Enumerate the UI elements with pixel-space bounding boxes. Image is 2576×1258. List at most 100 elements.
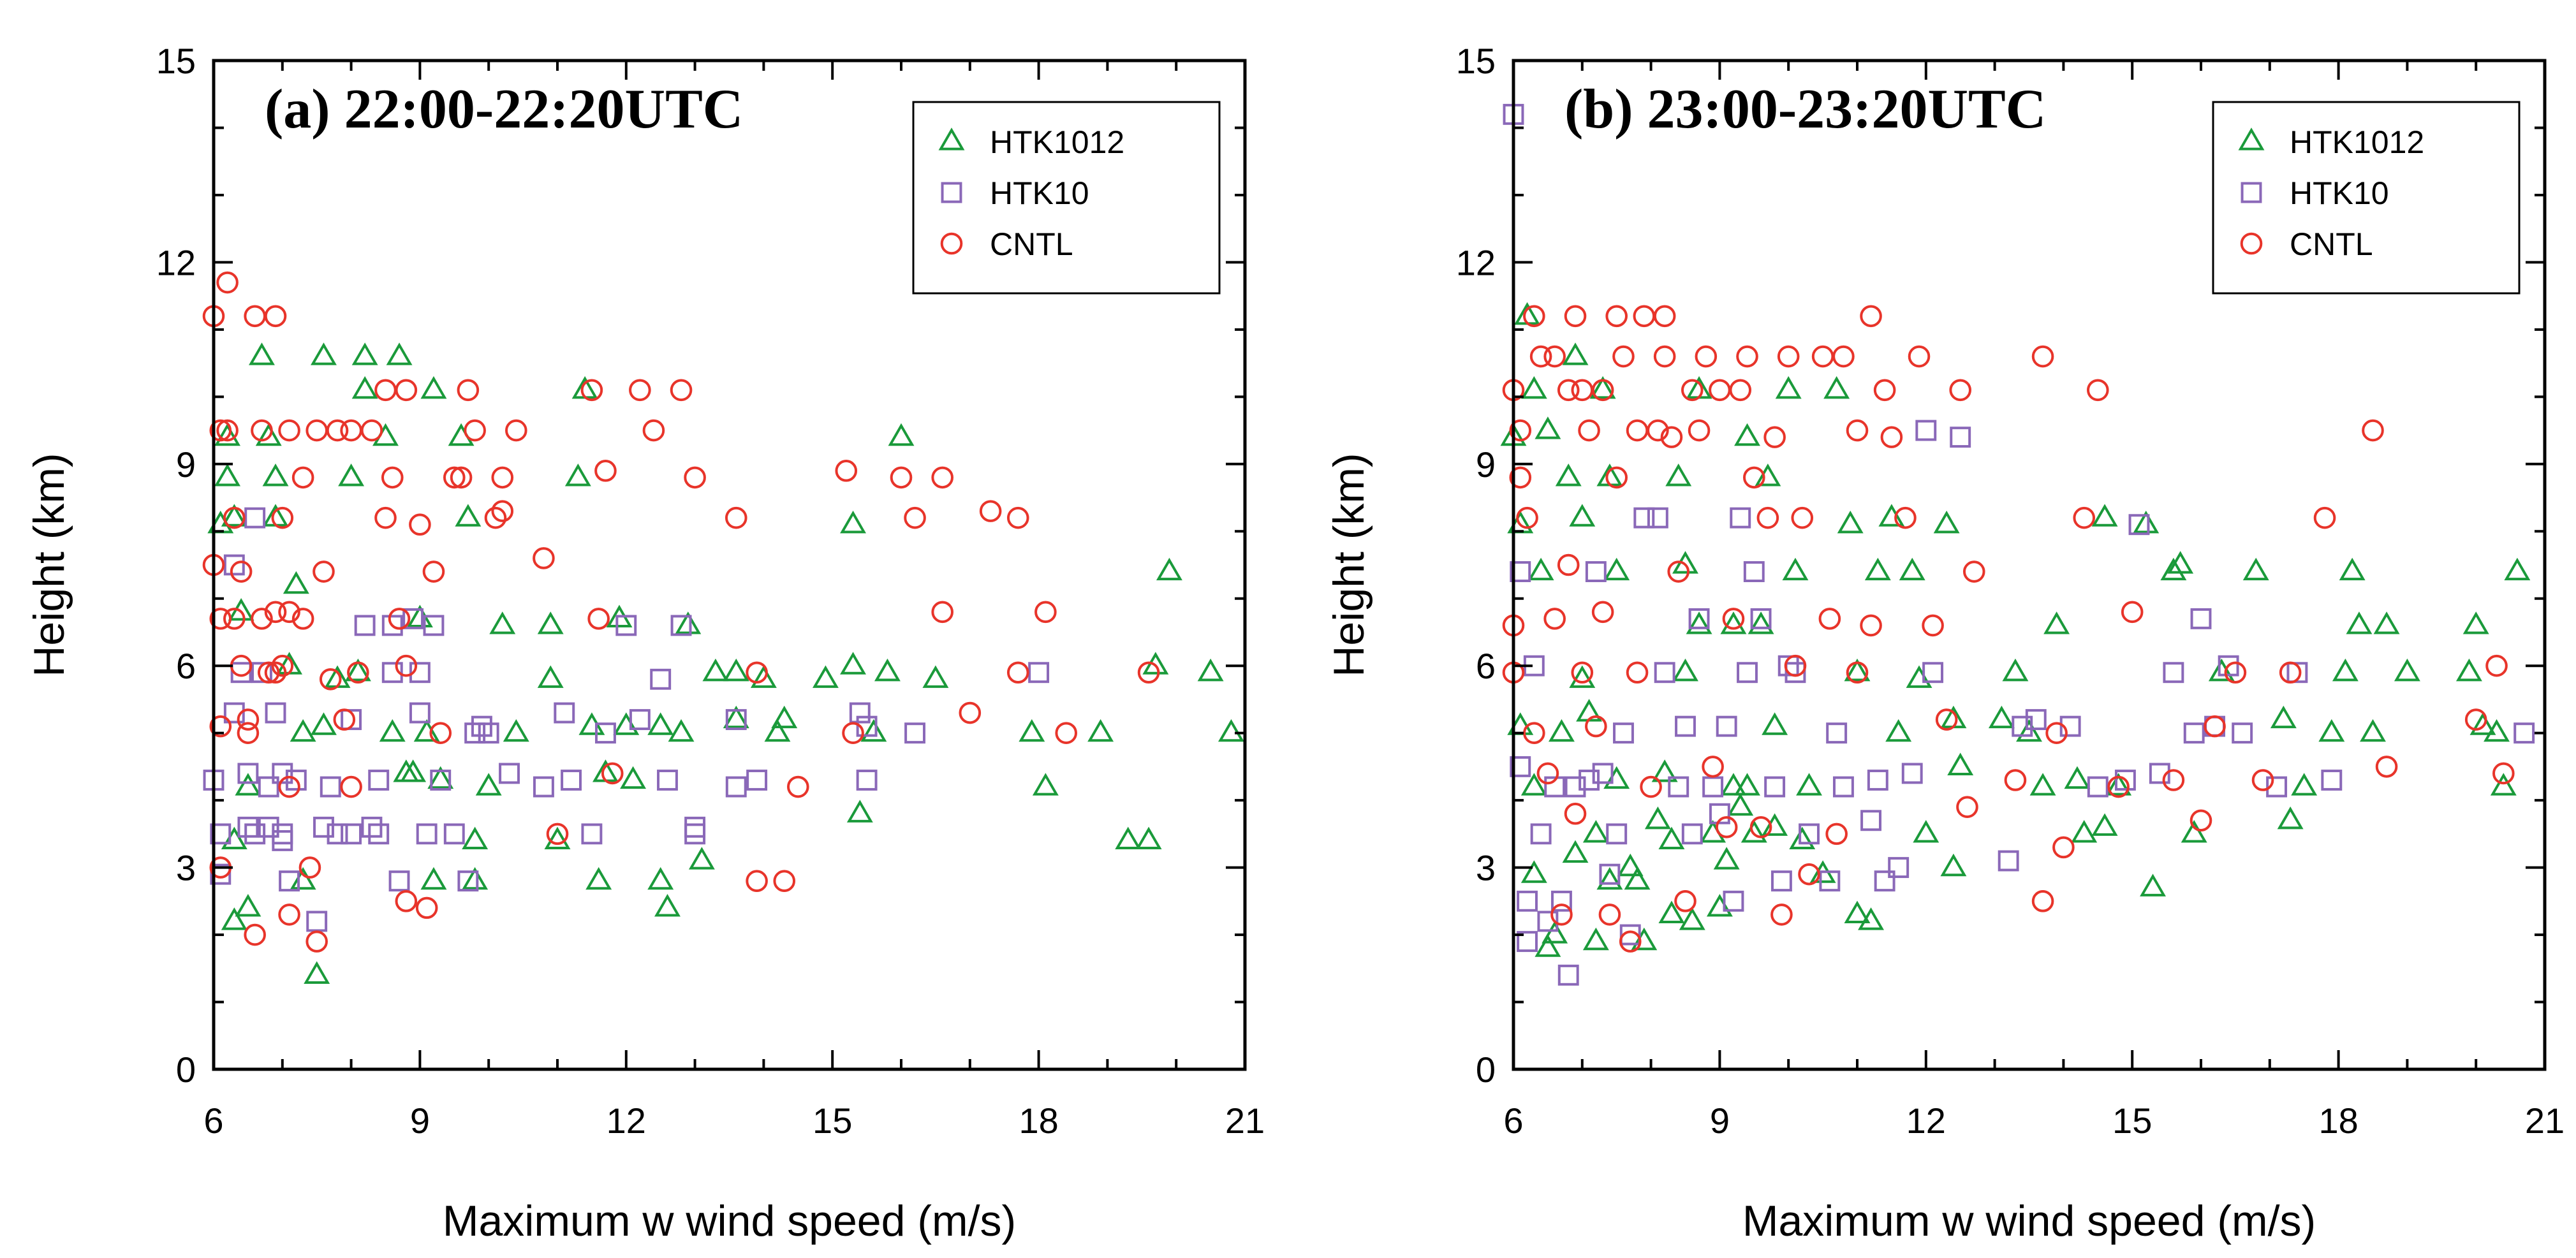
panel-b-point-htk10	[1681, 823, 1703, 845]
panel-a-x-tick-label: 9	[410, 1101, 430, 1141]
panel-a-point-htk10	[320, 776, 341, 798]
panel-a-point-cntl	[429, 722, 452, 744]
panel-b-point-cntl	[1653, 345, 1676, 368]
panel-b-point-htk10	[1915, 420, 1937, 441]
panel-a-point-htk10	[313, 816, 334, 838]
panel-a-point-htk1012	[1218, 719, 1244, 742]
panel-a-title: (a) 22:00-22:20UTC	[265, 78, 743, 140]
panel-a-point-cntl	[278, 775, 300, 798]
panel-a-point-cntl	[313, 560, 335, 583]
panel-b-point-htk1012	[1542, 921, 1568, 944]
panel-a-point-htk10	[856, 715, 878, 737]
panel-a-point-cntl	[326, 419, 349, 442]
panel-a-point-htk10	[533, 776, 554, 798]
panel-b-point-htk10	[1530, 823, 1552, 845]
panel-a-x-tick-label: 18	[1019, 1101, 1058, 1141]
panel-a-point-htk1012	[255, 423, 282, 446]
panel-a-point-cntl	[237, 708, 260, 731]
panel-a-point-cntl	[533, 547, 555, 569]
panel-b-point-cntl	[1846, 419, 1869, 442]
panel-a-point-htk10	[237, 763, 259, 784]
panel-a: 6 9 12 15 18 21 0 3 6 9 12 15 (a) 22:00-22:20UTC Ma…	[25, 41, 1265, 1245]
panel-b-point-cntl	[2224, 661, 2247, 684]
panel-b-point-htk10	[2059, 715, 2081, 737]
panel-a-point-cntl	[746, 870, 768, 892]
panel-b-point-cntl	[2492, 762, 2515, 785]
panel-a-point-cntl	[409, 513, 431, 536]
panel-b-point-htk1012	[1734, 423, 1760, 446]
panel-a-point-htk1012	[537, 611, 564, 634]
panel-b-point-htk1012	[2318, 719, 2345, 742]
panel-a-point-cntl	[230, 560, 253, 583]
panel-b-point-cntl	[1550, 903, 1573, 926]
panel-a-point-htk1012	[503, 719, 529, 742]
panel-b-point-cntl	[1729, 379, 1752, 402]
panel-b-point-htk10	[2190, 608, 2212, 629]
panel-a-point-htk1012	[262, 464, 289, 486]
panel-a-point-htk1012	[702, 658, 729, 682]
panel-a-point-htk1012	[723, 658, 749, 682]
panel-a-point-htk1012	[1135, 826, 1162, 850]
panel-a-point-htk1012	[874, 658, 901, 682]
panel-a-point-cntl	[395, 654, 418, 677]
panel-b-point-cntl	[1784, 654, 1807, 677]
panel-b-point-cntl	[2204, 715, 2226, 738]
panel-b-point-htk10	[1950, 427, 1971, 448]
panel-b-point-htk1012	[1713, 847, 1740, 870]
panel-a-point-cntl	[1137, 661, 1160, 684]
panel-a-point-htk10	[615, 615, 637, 636]
panel-b-point-htk10	[1654, 662, 1675, 684]
panel-b-point-htk10	[2232, 722, 2253, 744]
panel-a-point-cntl	[1055, 722, 1078, 744]
panel-a-point-htk10	[381, 662, 403, 684]
panel-a-point-htk10	[258, 776, 279, 798]
panel-a-point-htk1012	[1087, 719, 1114, 742]
panel-a-point-cntl	[237, 722, 260, 744]
panel-b-point-htk1012	[1748, 611, 1774, 634]
panel-b-marks	[1500, 103, 2535, 986]
panel-b-point-htk10	[1633, 507, 1655, 529]
panel-a-point-cntl	[244, 923, 266, 946]
panel-b-point-cntl	[1626, 661, 1649, 684]
panel-b-point-htk1012	[2462, 611, 2489, 634]
panel-b-point-htk10	[1777, 655, 1799, 677]
panel-b-point-htk1012	[1947, 752, 1974, 776]
panel-b-point-cntl	[1571, 661, 1594, 684]
panel-a-point-htk1012	[311, 342, 337, 365]
panel-a-point-htk10	[409, 662, 431, 684]
panel-a-point-htk10	[285, 770, 307, 791]
panel-b-point-cntl	[1509, 466, 1532, 489]
panel-a-point-htk1012	[1019, 719, 1045, 742]
panel-b-point-htk1012	[2277, 806, 2304, 830]
panel-b-point-htk1012	[1520, 376, 1547, 399]
panel-a-point-htk1012	[668, 719, 695, 742]
panel-b-point-htk1012	[1672, 658, 1698, 682]
panel-b-point-htk10	[1750, 608, 1772, 629]
panel-a-point-htk10	[354, 615, 376, 636]
panel-a-point-htk10	[381, 615, 403, 636]
panel-b-point-htk10	[1668, 776, 1689, 798]
panel-b-y-tick-label: 3	[1476, 848, 1496, 888]
panel-b-point-htk1012	[2064, 766, 2091, 789]
panel-a-point-htk10	[457, 870, 479, 892]
panel-b-point-cntl	[1529, 345, 1552, 368]
panel-a-point-htk10	[478, 722, 499, 744]
panel-a-point-cntl	[670, 379, 693, 402]
panel-a-point-htk10	[251, 662, 272, 684]
panel-a-point-htk1012	[585, 867, 612, 890]
panel-b-point-htk1012	[1837, 510, 1864, 534]
panel-a-point-cntl	[1006, 661, 1029, 684]
panel-a-point-htk1012	[1197, 658, 1224, 682]
panel-b-point-htk1012	[2484, 719, 2510, 742]
panel-b-point-htk1012	[1720, 611, 1747, 634]
panel-b: 6 9 12 15 18 21 0 3 6 9 12 15 (b) 23:00-23:20UTC Ma…	[1325, 41, 2565, 1245]
panel-b-point-htk1012	[1864, 557, 1891, 581]
panel-b-point-htk1012	[2332, 658, 2359, 682]
panel-b-point-cntl	[1825, 823, 1848, 845]
panel-b-point-htk1012	[1885, 719, 1912, 742]
panel-b-point-htk10	[2163, 662, 2184, 684]
panel-a-point-cntl	[450, 466, 473, 489]
panel-b-point-htk1012	[1796, 773, 1823, 796]
panel-b-point-htk1012	[1589, 376, 1616, 399]
panel-b-point-htk10	[1510, 561, 1531, 582]
